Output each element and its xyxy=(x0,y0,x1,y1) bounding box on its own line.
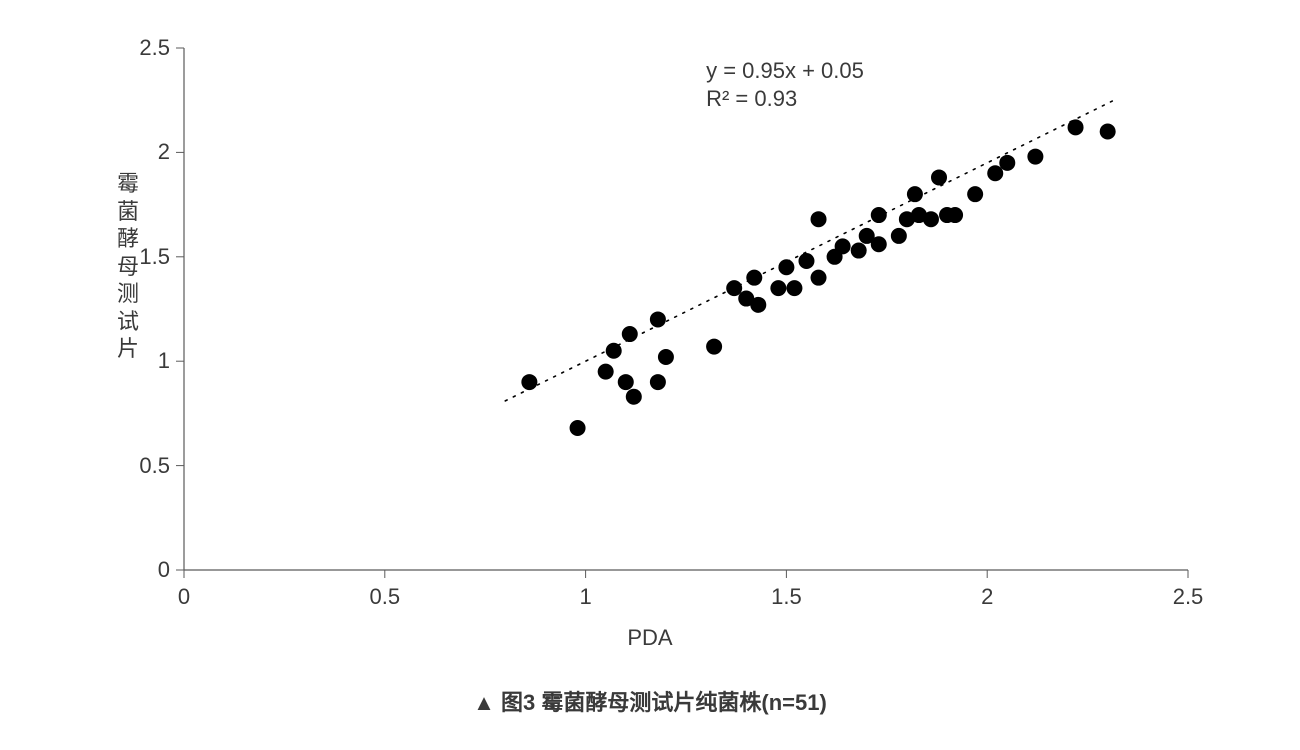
y-tick-label: 2.5 xyxy=(139,35,170,61)
y-tick-label: 1.5 xyxy=(139,244,170,270)
y-tick-label: 1 xyxy=(158,348,170,374)
y-axis-label: 霉菌酵母测试片 xyxy=(116,170,140,363)
x-tick-label: 2.5 xyxy=(1168,584,1208,610)
y-tick-label: 0 xyxy=(158,557,170,583)
figure-container: 霉菌酵母测试片 PDA ▲ 图3 霉菌酵母测试片纯菌株(n=51) y = 0.… xyxy=(0,0,1300,750)
x-tick-label: 1 xyxy=(566,584,606,610)
x-tick-label: 1.5 xyxy=(766,584,806,610)
r-squared-value: R² = 0.93 xyxy=(706,86,797,112)
regression-equation: y = 0.95x + 0.05 xyxy=(706,58,864,84)
x-axis-label: PDA xyxy=(0,625,1300,651)
y-tick-label: 0.5 xyxy=(139,453,170,479)
figure-caption: ▲ 图3 霉菌酵母测试片纯菌株(n=51) xyxy=(0,685,1300,717)
x-tick-label: 0 xyxy=(164,584,204,610)
y-tick-label: 2 xyxy=(158,139,170,165)
x-tick-label: 0.5 xyxy=(365,584,405,610)
x-tick-label: 2 xyxy=(967,584,1007,610)
